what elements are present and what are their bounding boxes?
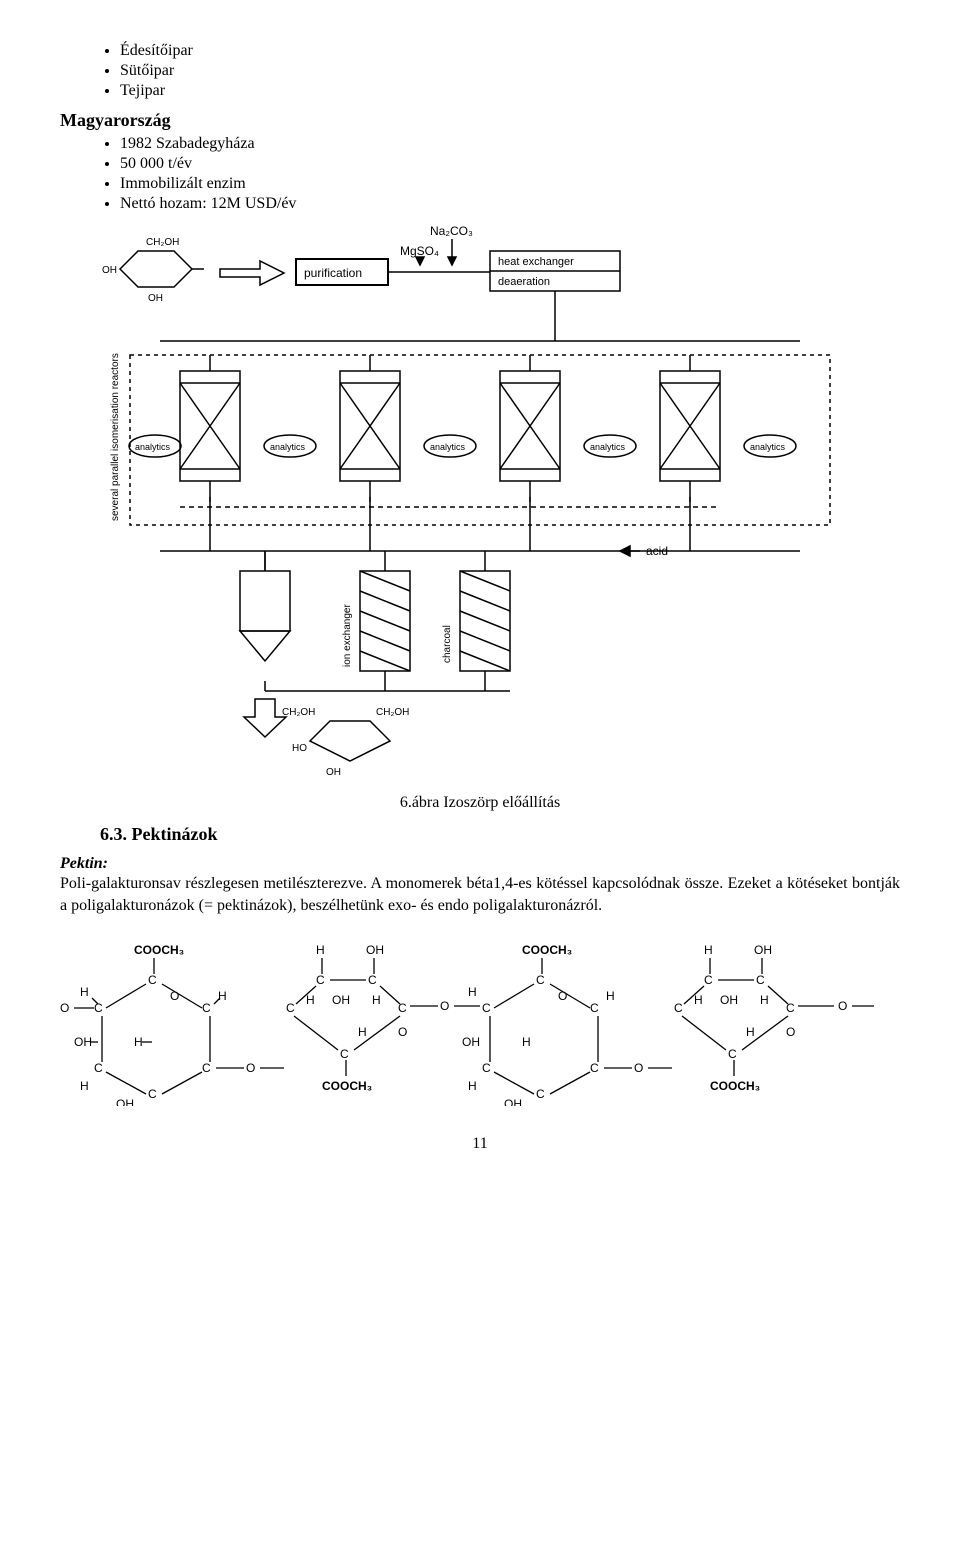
label-c: C: [202, 1061, 211, 1075]
label-analytics: analytics: [750, 442, 786, 452]
label-h: H: [80, 985, 89, 999]
label-oh: OH: [148, 293, 163, 304]
label-c: C: [94, 1001, 103, 1015]
label-c: C: [756, 973, 765, 987]
label-oh: OH: [326, 767, 341, 778]
label-o: O: [440, 999, 449, 1013]
label-o: O: [786, 1025, 795, 1039]
label-o: O: [170, 989, 179, 1003]
label-c: C: [316, 973, 325, 987]
label-c: C: [202, 1001, 211, 1015]
bullet-item: Sütőipar: [120, 62, 900, 80]
label-ch2oh: CH₂OH: [146, 237, 179, 248]
label-analytics: analytics: [135, 442, 171, 452]
label-h: H: [218, 989, 227, 1003]
label-h: H: [468, 1079, 477, 1093]
bullet-item: 1982 Szabadegyháza: [120, 135, 900, 153]
label-analytics: analytics: [590, 442, 626, 452]
label-o: O: [558, 989, 567, 1003]
label-o: O: [246, 1061, 255, 1075]
figure-caption: 6.ábra Izoszörp előállítás: [60, 794, 900, 812]
section-heading-pektinazok: 6.3. Pektinázok: [100, 824, 900, 845]
label-o: O: [60, 1001, 69, 1015]
label-c: C: [536, 1087, 545, 1101]
label-cooch3: COOCH₃: [710, 1079, 760, 1093]
label-o: O: [634, 1061, 643, 1075]
label-oh: OH: [74, 1035, 92, 1049]
label-h: H: [760, 993, 769, 1007]
label-oh: OH: [720, 993, 738, 1007]
label-c: C: [286, 1001, 295, 1015]
label-analytics: analytics: [270, 442, 306, 452]
label-oh: OH: [116, 1097, 134, 1106]
label-na2co3: Na₂CO₃: [430, 224, 473, 238]
bullet-item: Édesítőipar: [120, 42, 900, 60]
label-c: C: [590, 1001, 599, 1015]
label-h: H: [746, 1025, 755, 1039]
label-h: H: [704, 943, 713, 957]
label-cooch3: COOCH₃: [322, 1079, 372, 1093]
label-oh: OH: [754, 943, 772, 957]
bullet-item: Nettó hozam: 12M USD/év: [120, 195, 900, 213]
label-h: H: [372, 993, 381, 1007]
label-side: several parallel isomerisation reactors: [110, 353, 121, 521]
subheading-pektin: Pektin:: [60, 855, 900, 873]
label-h: H: [468, 985, 477, 999]
label-h: H: [80, 1079, 89, 1093]
label-purification: purification: [304, 266, 362, 280]
heading-hungary: Magyarország: [60, 110, 900, 131]
label-heat-exchanger: heat exchanger: [498, 256, 574, 268]
label-c: C: [536, 973, 545, 987]
label-oh: OH: [102, 265, 117, 276]
label-h: H: [358, 1025, 367, 1039]
bullet-item: Immobilizált enzim: [120, 175, 900, 193]
label-c: C: [674, 1001, 683, 1015]
bullet-item: Tejipar: [120, 82, 900, 100]
label-c: C: [704, 973, 713, 987]
label-oh: OH: [504, 1097, 522, 1106]
label-analytics: analytics: [430, 442, 466, 452]
label-oh: OH: [332, 993, 350, 1007]
label-oh: OH: [366, 943, 384, 957]
bullet-list-hungary: 1982 Szabadegyháza 50 000 t/év Immobiliz…: [120, 135, 900, 213]
label-ion-exchanger: ion exchanger: [342, 604, 353, 667]
label-o: O: [398, 1025, 407, 1039]
label-c: C: [148, 1087, 157, 1101]
label-deaeration: deaeration: [498, 276, 550, 288]
label-h: H: [694, 993, 703, 1007]
label-c: C: [728, 1047, 737, 1061]
label-h: H: [606, 989, 615, 1003]
body-paragraph: Poli-galakturonsav részlegesen metilészt…: [60, 873, 900, 916]
label-h: H: [134, 1035, 143, 1049]
label-o: O: [838, 999, 847, 1013]
label-c: C: [94, 1061, 103, 1075]
label-ch2oh: CH₂OH: [282, 707, 315, 718]
label-h: H: [522, 1035, 531, 1049]
label-c: C: [368, 973, 377, 987]
label-ho: HO: [292, 743, 307, 754]
label-h: H: [306, 993, 315, 1007]
label-cooch3: COOCH₃: [522, 943, 572, 957]
label-charcoal: charcoal: [442, 625, 453, 663]
label-mgso4: MgSO₄: [400, 244, 439, 258]
label-oh: OH: [462, 1035, 480, 1049]
label-c: C: [590, 1061, 599, 1075]
page-number: 11: [60, 1135, 900, 1153]
label-c: C: [148, 973, 157, 987]
label-c: C: [482, 1001, 491, 1015]
label-cooch3: COOCH₃: [134, 943, 184, 957]
label-h: H: [316, 943, 325, 957]
label-acid: acid: [646, 544, 668, 558]
label-ch2oh: CH₂OH: [376, 707, 409, 718]
bullet-item: 50 000 t/év: [120, 155, 900, 173]
label-c: C: [482, 1061, 491, 1075]
bullet-list-top: Édesítőipar Sütőipar Tejipar: [120, 42, 900, 100]
pectin-structure-diagram: O COOCH₃ C C C C C C H O H OH: [60, 926, 900, 1111]
process-diagram: CH₂OH OH OH purification Na₂CO₃ MgSO₄ he…: [60, 221, 900, 786]
label-c: C: [340, 1047, 349, 1061]
